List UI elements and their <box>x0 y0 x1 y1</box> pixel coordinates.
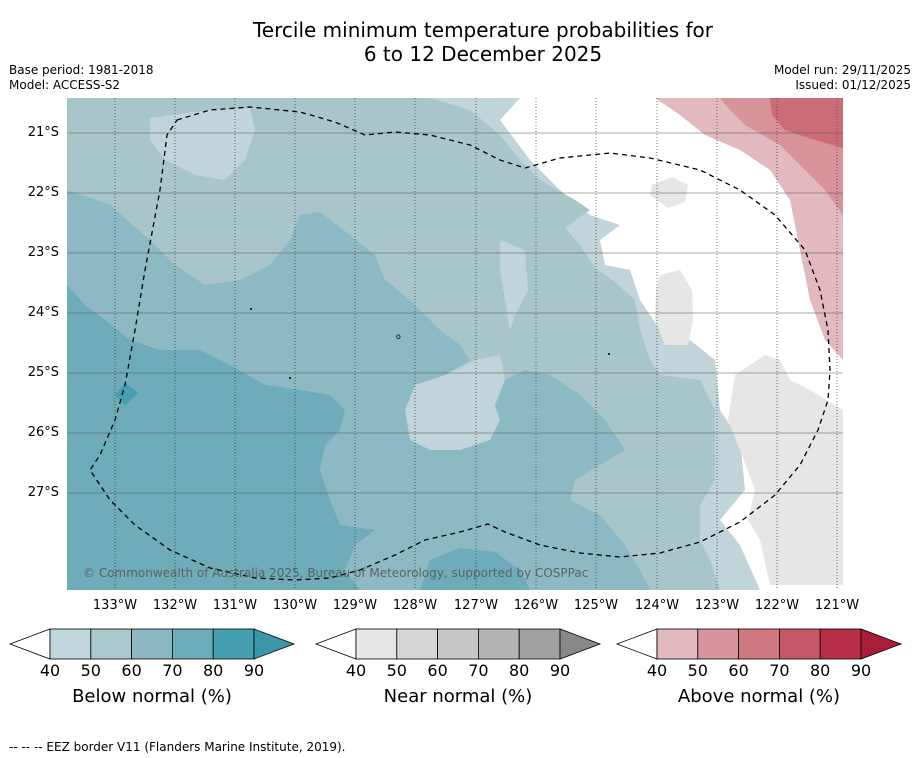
colorbar-above-label: Above normal (%) <box>677 686 841 707</box>
colorbar-tick-label: 40 <box>39 661 61 680</box>
above-60-region <box>770 98 843 148</box>
lon-tick-label: 131°W <box>212 598 258 613</box>
colorbar-segment <box>49 628 92 660</box>
lat-tick-label: 23°S <box>27 245 59 260</box>
islands: o <box>250 308 610 379</box>
colorbar-below <box>8 628 296 660</box>
contour-fills <box>67 98 843 590</box>
colorbar-tick-label: 50 <box>80 661 101 680</box>
title-line-2: 6 to 12 December 2025 <box>363 42 603 66</box>
below-40-island-central <box>405 355 505 450</box>
colorbar-tick-label: 90 <box>850 661 872 680</box>
lat-tick-label: 22°S <box>27 185 59 200</box>
island-marker <box>289 377 291 379</box>
lon-tick-label: 125°W <box>573 598 619 613</box>
lon-tick-label: 129°W <box>332 598 378 613</box>
colorbar-extend-low <box>8 628 51 660</box>
colorbar-segment <box>90 628 133 660</box>
near-40-region-mid <box>655 270 693 345</box>
near-40-region-north <box>650 177 688 208</box>
colorbar-segment <box>131 628 173 660</box>
island-marker: o <box>396 332 401 341</box>
colorbar-tick-label: 50 <box>386 661 407 680</box>
lon-tick-label: 130°W <box>272 598 318 613</box>
colorbar-segment <box>656 628 699 660</box>
colorbar-tick-label: 60 <box>121 661 142 680</box>
lon-tick-label: 121°W <box>814 598 860 613</box>
lon-tick-label: 128°W <box>392 598 438 613</box>
colorbar-segment <box>738 628 780 660</box>
colorbar-tick-label: 40 <box>345 661 367 680</box>
model-run: Model run: 29/11/2025 <box>773 63 911 77</box>
lon-tick-label: 133°W <box>92 598 138 613</box>
island-marker <box>250 308 252 310</box>
colorbar-segment <box>437 628 479 660</box>
lon-tick-label: 132°W <box>152 598 198 613</box>
model-name: Model: ACCESS-S2 <box>9 78 121 92</box>
colorbar-segment <box>212 628 255 660</box>
base-period: Base period: 1981-2018 <box>9 63 154 77</box>
lon-tick-label: 124°W <box>634 598 680 613</box>
above-40-region <box>655 98 843 360</box>
colorbar-segment <box>355 628 398 660</box>
colorbar-segment <box>697 628 739 660</box>
colorbar-tick-label: 80 <box>509 661 530 680</box>
near-40-region-east <box>728 355 843 585</box>
colorbars <box>8 628 903 660</box>
colorbar-tick-label: 60 <box>728 661 749 680</box>
title-line-1: Tercile minimum temperature probabilitie… <box>252 18 714 42</box>
colorbar-tick-label: 60 <box>427 661 448 680</box>
colorbar-tick-label: 80 <box>203 661 224 680</box>
colorbar-tick-label: 90 <box>549 661 571 680</box>
colorbar-above <box>615 628 903 660</box>
lat-tick-label: 27°S <box>27 485 59 500</box>
colorbar-extend-high <box>860 628 903 660</box>
lat-tick-label: 26°S <box>27 425 59 440</box>
island-marker <box>608 353 610 355</box>
footer-legend: -- -- -- EEZ border V11 (Flanders Marine… <box>9 740 346 754</box>
lon-tick-label: 122°W <box>754 598 800 613</box>
lat-tick-label: 25°S <box>27 365 59 380</box>
colorbar-segment <box>171 628 214 660</box>
colorbar-segment <box>518 628 561 660</box>
lon-tick-label: 126°W <box>513 598 559 613</box>
colorbar-near-label: Near normal (%) <box>383 686 533 707</box>
meta-right: Model run: 29/11/2025 Issued: 01/12/2025 <box>774 63 911 93</box>
colorbar-tick-label: 70 <box>468 661 489 680</box>
copyright-watermark: © Commonwealth of Australia 2025, Bureau… <box>83 566 588 580</box>
colorbar-extend-high <box>253 628 296 660</box>
below-40-island-east <box>500 240 528 330</box>
below-70-region-south <box>420 548 530 590</box>
colorbar-tick-label: 50 <box>687 661 708 680</box>
colorbar-tick-label: 90 <box>243 661 265 680</box>
below-70-region <box>67 285 375 590</box>
below-40-island-north <box>150 108 255 180</box>
eez-border <box>89 106 831 581</box>
colorbar-tick-label: 70 <box>162 661 183 680</box>
lon-tick-label: 127°W <box>453 598 499 613</box>
colorbar-tick-label: 40 <box>646 661 668 680</box>
colorbar-tick-label: 80 <box>810 661 831 680</box>
colorbar-tick-label: 70 <box>769 661 790 680</box>
colorbar-near <box>314 628 602 660</box>
lon-tick-label: 123°W <box>694 598 740 613</box>
gridlines <box>67 98 843 590</box>
colorbar-segment <box>779 628 821 660</box>
colorbar-extend-low <box>314 628 357 660</box>
colorbar-below-label: Below normal (%) <box>72 686 232 707</box>
colorbar-segment <box>477 628 520 660</box>
colorbar-segment <box>819 628 862 660</box>
issued-date: Issued: 01/12/2025 <box>795 78 911 92</box>
chart-title: Tercile minimum temperature probabilitie… <box>0 18 919 66</box>
lat-tick-label: 21°S <box>27 125 59 140</box>
meta-left: Base period: 1981-2018 Model: ACCESS-S2 <box>9 63 154 93</box>
lat-tick-label: 24°S <box>27 305 59 320</box>
colorbar-segment <box>396 628 438 660</box>
colorbar-extend-high <box>559 628 602 660</box>
colorbar-extend-low <box>615 628 658 660</box>
